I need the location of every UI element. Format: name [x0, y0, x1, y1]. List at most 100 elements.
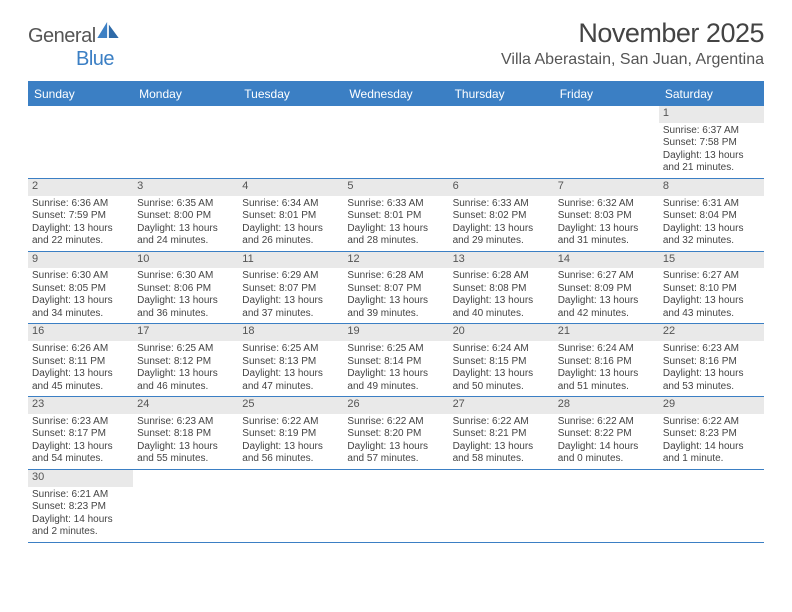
- daylight-line: Daylight: 13 hours and 37 minutes.: [242, 295, 339, 320]
- daylight-line: Daylight: 14 hours and 1 minute.: [663, 441, 760, 466]
- day-cell: 3Sunrise: 6:35 AMSunset: 8:00 PMDaylight…: [133, 179, 238, 251]
- sunset-line: Sunset: 8:22 PM: [558, 428, 655, 441]
- sunset-line: Sunset: 8:08 PM: [453, 283, 550, 296]
- sunset-line: Sunset: 8:03 PM: [558, 210, 655, 223]
- sunrise-line: Sunrise: 6:30 AM: [137, 270, 234, 283]
- sunrise-line: Sunrise: 6:33 AM: [453, 198, 550, 211]
- daylight-line: Daylight: 13 hours and 58 minutes.: [453, 441, 550, 466]
- empty-cell: [554, 106, 659, 178]
- day-header: Saturday: [659, 83, 764, 106]
- daylight-line: Daylight: 13 hours and 29 minutes.: [453, 223, 550, 248]
- day-header: Thursday: [449, 83, 554, 106]
- day-number: 10: [133, 252, 238, 269]
- daylight-line: Daylight: 13 hours and 55 minutes.: [137, 441, 234, 466]
- sunset-line: Sunset: 7:59 PM: [32, 210, 129, 223]
- day-cell: 19Sunrise: 6:25 AMSunset: 8:14 PMDayligh…: [343, 324, 448, 396]
- day-number: 12: [343, 252, 448, 269]
- day-cell: 4Sunrise: 6:34 AMSunset: 8:01 PMDaylight…: [238, 179, 343, 251]
- sunset-line: Sunset: 8:13 PM: [242, 356, 339, 369]
- week-row: 16Sunrise: 6:26 AMSunset: 8:11 PMDayligh…: [28, 324, 764, 397]
- sunset-line: Sunset: 8:11 PM: [32, 356, 129, 369]
- empty-cell: [28, 106, 133, 178]
- daylight-line: Daylight: 13 hours and 34 minutes.: [32, 295, 129, 320]
- sunrise-line: Sunrise: 6:21 AM: [32, 489, 129, 502]
- sunset-line: Sunset: 8:23 PM: [32, 501, 129, 514]
- sunrise-line: Sunrise: 6:33 AM: [347, 198, 444, 211]
- day-number: 25: [238, 397, 343, 414]
- day-cell: 26Sunrise: 6:22 AMSunset: 8:20 PMDayligh…: [343, 397, 448, 469]
- daylight-line: Daylight: 13 hours and 40 minutes.: [453, 295, 550, 320]
- empty-cell: [238, 106, 343, 178]
- sunrise-line: Sunrise: 6:24 AM: [453, 343, 550, 356]
- day-number: 9: [28, 252, 133, 269]
- sunset-line: Sunset: 8:15 PM: [453, 356, 550, 369]
- day-number: 5: [343, 179, 448, 196]
- day-number: 1: [659, 106, 764, 123]
- calendar: SundayMondayTuesdayWednesdayThursdayFrid…: [28, 81, 764, 543]
- day-cell: 7 Sunrise: 6:32 AMSunset: 8:03 PMDaylight…: [554, 179, 659, 251]
- sunrise-line: Sunrise: 6:27 AM: [663, 270, 760, 283]
- sunset-line: Sunset: 8:12 PM: [137, 356, 234, 369]
- sunrise-line: Sunrise: 6:22 AM: [347, 416, 444, 429]
- week-row: 9Sunrise: 6:30 AMSunset: 8:05 PMDaylight…: [28, 252, 764, 325]
- day-cell: 14Sunrise: 6:27 AMSunset: 8:09 PMDayligh…: [554, 252, 659, 324]
- sunset-line: Sunset: 8:16 PM: [558, 356, 655, 369]
- daylight-line: Daylight: 13 hours and 49 minutes.: [347, 368, 444, 393]
- day-number: 30: [28, 470, 133, 487]
- day-number: 13: [449, 252, 554, 269]
- sunset-line: Sunset: 8:06 PM: [137, 283, 234, 296]
- brand-logo: General Blue: [28, 22, 119, 71]
- sunset-line: Sunset: 8:09 PM: [558, 283, 655, 296]
- day-headers: SundayMondayTuesdayWednesdayThursdayFrid…: [28, 83, 764, 106]
- sunset-line: Sunset: 8:02 PM: [453, 210, 550, 223]
- day-cell: 11Sunrise: 6:29 AMSunset: 8:07 PMDayligh…: [238, 252, 343, 324]
- sunset-line: Sunset: 8:18 PM: [137, 428, 234, 441]
- day-cell: 18Sunrise: 6:25 AMSunset: 8:13 PMDayligh…: [238, 324, 343, 396]
- sunrise-line: Sunrise: 6:32 AM: [558, 198, 655, 211]
- day-number: 8: [659, 179, 764, 196]
- sunset-line: Sunset: 8:16 PM: [663, 356, 760, 369]
- day-cell: 28Sunrise: 6:22 AMSunset: 8:22 PMDayligh…: [554, 397, 659, 469]
- sail-icon: [97, 22, 119, 38]
- week-row: 2Sunrise: 6:36 AMSunset: 7:59 PMDaylight…: [28, 179, 764, 252]
- daylight-line: Daylight: 13 hours and 31 minutes.: [558, 223, 655, 248]
- sunrise-line: Sunrise: 6:24 AM: [558, 343, 655, 356]
- day-cell: 15Sunrise: 6:27 AMSunset: 8:10 PMDayligh…: [659, 252, 764, 324]
- daylight-line: Daylight: 13 hours and 28 minutes.: [347, 223, 444, 248]
- title-block: November 2025 Villa Aberastain, San Juan…: [501, 18, 764, 69]
- daylight-line: Daylight: 13 hours and 26 minutes.: [242, 223, 339, 248]
- sunrise-line: Sunrise: 6:23 AM: [137, 416, 234, 429]
- day-number: 29: [659, 397, 764, 414]
- day-number: 11: [238, 252, 343, 269]
- day-number: 6: [449, 179, 554, 196]
- day-number: 26: [343, 397, 448, 414]
- calendar-page: General Blue November 2025 Villa Aberast…: [0, 0, 792, 553]
- day-header: Friday: [554, 83, 659, 106]
- sunrise-line: Sunrise: 6:34 AM: [242, 198, 339, 211]
- weeks: 1Sunrise: 6:37 AMSunset: 7:58 PMDaylight…: [28, 106, 764, 543]
- empty-cell: [449, 106, 554, 178]
- day-header: Wednesday: [343, 83, 448, 106]
- sunrise-line: Sunrise: 6:25 AM: [347, 343, 444, 356]
- daylight-line: Daylight: 13 hours and 45 minutes.: [32, 368, 129, 393]
- day-number: 23: [28, 397, 133, 414]
- week-row: 30Sunrise: 6:21 AMSunset: 8:23 PMDayligh…: [28, 470, 764, 543]
- day-cell: 25Sunrise: 6:22 AMSunset: 8:19 PMDayligh…: [238, 397, 343, 469]
- sunset-line: Sunset: 8:21 PM: [453, 428, 550, 441]
- daylight-line: Daylight: 13 hours and 51 minutes.: [558, 368, 655, 393]
- day-number: 3: [133, 179, 238, 196]
- sunset-line: Sunset: 8:10 PM: [663, 283, 760, 296]
- week-row: 1Sunrise: 6:37 AMSunset: 7:58 PMDaylight…: [28, 106, 764, 179]
- day-cell: 9Sunrise: 6:30 AMSunset: 8:05 PMDaylight…: [28, 252, 133, 324]
- sunset-line: Sunset: 8:05 PM: [32, 283, 129, 296]
- sunrise-line: Sunrise: 6:22 AM: [453, 416, 550, 429]
- day-cell: 21 Sunrise: 6:24 AMSunset: 8:16 PMDayligh…: [554, 324, 659, 396]
- day-number: 7: [554, 179, 659, 196]
- day-number: 21: [554, 324, 659, 341]
- sunrise-line: Sunrise: 6:22 AM: [242, 416, 339, 429]
- sunrise-line: Sunrise: 6:31 AM: [663, 198, 760, 211]
- sunset-line: Sunset: 8:01 PM: [347, 210, 444, 223]
- day-cell: 6 Sunrise: 6:33 AMSunset: 8:02 PMDaylight…: [449, 179, 554, 251]
- month-title: November 2025: [501, 18, 764, 49]
- empty-cell: [554, 470, 659, 542]
